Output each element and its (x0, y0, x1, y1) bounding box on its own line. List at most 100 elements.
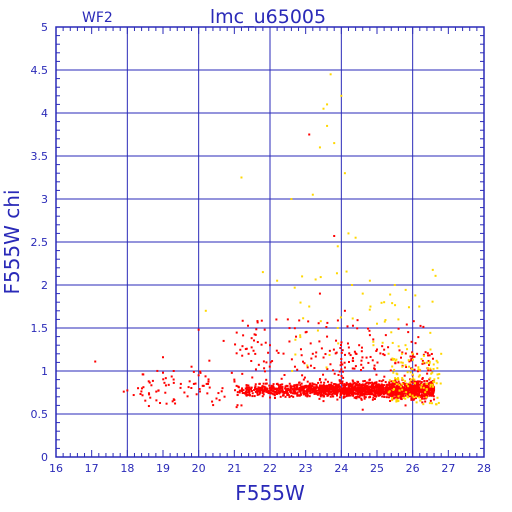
yellow-point (430, 372, 433, 375)
red-point (427, 389, 430, 392)
x-tick-label: 23 (299, 462, 313, 475)
red-point (340, 341, 343, 344)
red-point (397, 361, 400, 364)
red-point (341, 389, 344, 392)
red-point (361, 394, 364, 397)
red-point (305, 392, 308, 395)
red-point (322, 395, 325, 398)
yellow-point (424, 391, 427, 394)
red-point (319, 387, 322, 390)
red-point (286, 392, 289, 395)
yellow-point (409, 378, 412, 381)
yellow-point (316, 329, 319, 332)
red-point (372, 394, 375, 397)
red-point (355, 387, 358, 390)
red-point (423, 390, 426, 393)
red-point (248, 393, 251, 396)
yellow-point (326, 103, 329, 106)
red-point (320, 385, 323, 388)
red-point (422, 353, 425, 356)
red-point (321, 387, 324, 390)
red-point (339, 379, 342, 382)
red-point (343, 366, 346, 369)
red-point (415, 394, 418, 397)
red-point (272, 390, 275, 393)
red-point (427, 391, 430, 394)
red-point (244, 387, 247, 390)
red-point (360, 398, 363, 401)
red-point (338, 385, 341, 388)
red-point (431, 387, 434, 390)
red-point (142, 386, 145, 389)
red-point (254, 333, 257, 336)
red-point (374, 381, 377, 384)
yellow-point (405, 383, 408, 386)
red-point (313, 390, 316, 393)
red-point (388, 388, 391, 391)
red-point (411, 355, 414, 358)
red-point (261, 389, 264, 392)
red-point (326, 393, 329, 396)
red-point (289, 390, 292, 393)
red-point (256, 393, 259, 396)
red-point (351, 387, 354, 390)
x-tick-label: 26 (406, 462, 420, 475)
yellow-point (380, 301, 383, 304)
red-point (279, 383, 282, 386)
red-point (257, 363, 260, 366)
red-point (336, 384, 339, 387)
yellow-point (418, 374, 421, 377)
yellow-point (417, 366, 420, 369)
red-point (343, 392, 346, 395)
x-axis-label: F555W (235, 481, 305, 505)
red-point (389, 392, 392, 395)
red-point (336, 319, 339, 322)
red-point (365, 356, 368, 359)
red-point (308, 383, 311, 386)
red-point (405, 387, 408, 390)
red-point (192, 382, 195, 385)
red-point (262, 382, 265, 385)
red-point (329, 363, 332, 366)
red-point (317, 387, 320, 390)
yellow-point (407, 306, 410, 309)
red-point (230, 371, 233, 374)
red-point (433, 389, 436, 392)
red-point (423, 397, 426, 400)
yellow-point (395, 383, 398, 386)
red-point (369, 389, 372, 392)
red-point (256, 341, 259, 344)
red-point (217, 392, 220, 395)
red-point (408, 387, 411, 390)
red-point (140, 387, 143, 390)
red-point (207, 382, 210, 385)
red-point (327, 392, 330, 395)
red-point (360, 363, 363, 366)
red-point (430, 389, 433, 392)
red-point (341, 382, 344, 385)
yellow-point (437, 401, 440, 404)
red-point (295, 388, 298, 391)
red-point (379, 352, 382, 355)
yellow-point (314, 278, 317, 281)
red-point (263, 388, 266, 391)
red-point (239, 348, 242, 351)
red-point (422, 391, 425, 394)
red-point (271, 392, 274, 395)
red-point (406, 391, 409, 394)
yellow-point (422, 386, 425, 389)
red-point (390, 358, 393, 361)
red-point (321, 385, 324, 388)
yellow-point (435, 359, 438, 362)
red-point (318, 397, 321, 400)
yellow-point (406, 348, 409, 351)
red-point (337, 389, 340, 392)
red-point (254, 387, 257, 390)
red-point (313, 392, 316, 395)
red-point (389, 386, 392, 389)
red-point (341, 349, 344, 352)
red-point (379, 388, 382, 391)
yellow-point (393, 284, 396, 286)
red-point (314, 355, 317, 358)
